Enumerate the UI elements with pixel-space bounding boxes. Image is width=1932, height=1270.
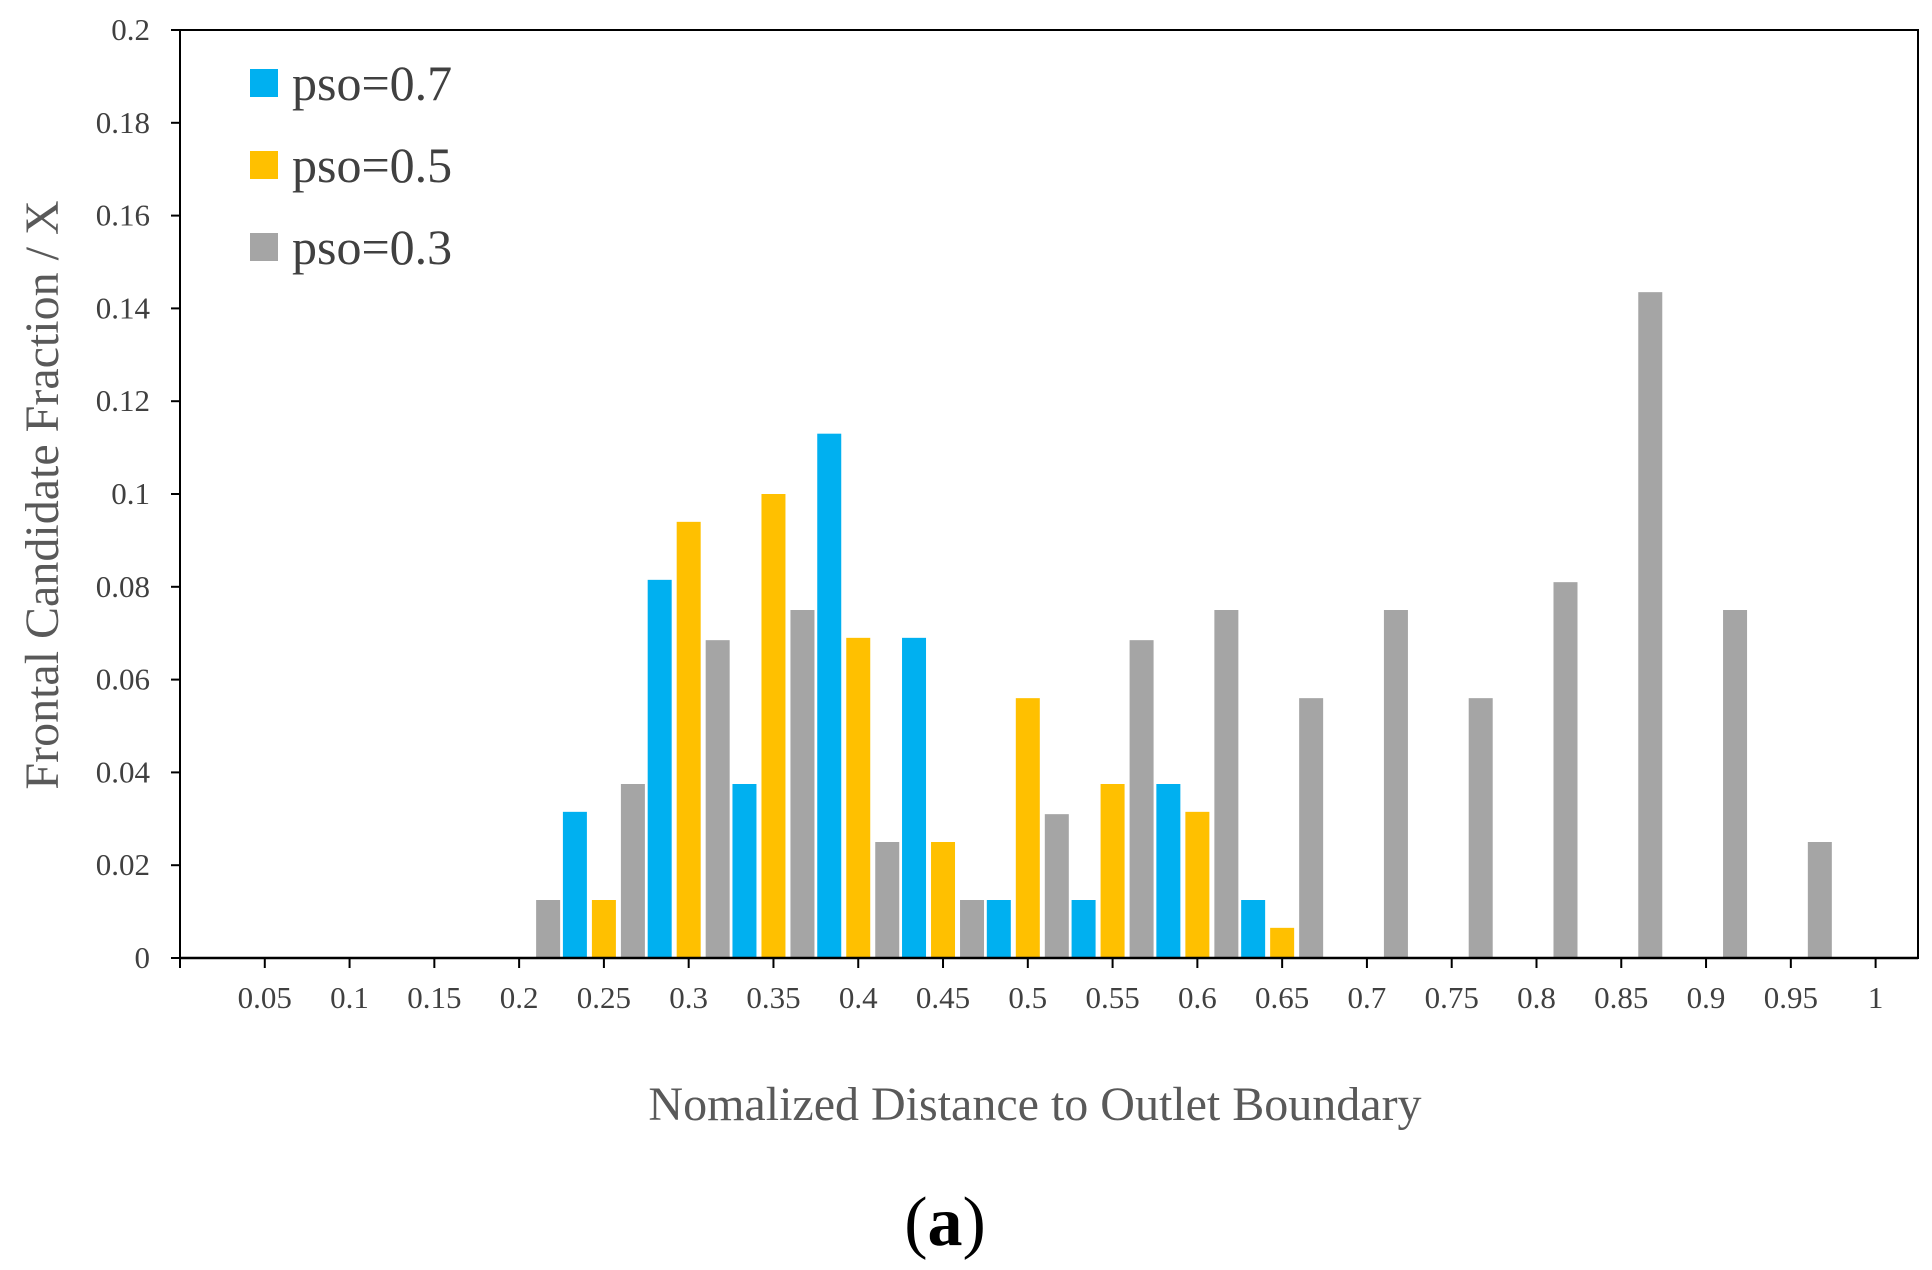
bar-pso-0-5-0.5 <box>1015 698 1040 958</box>
x-tick-label: 0.35 <box>746 980 800 1015</box>
x-tick-label: 0.75 <box>1425 980 1479 1015</box>
x-tick-label: 1 <box>1868 980 1884 1015</box>
bar-pso-0-3-0.3 <box>705 640 730 958</box>
x-tick-label: 0.7 <box>1348 980 1387 1015</box>
x-tick-label: 0.25 <box>577 980 631 1015</box>
panel-label-close: ) <box>963 1184 986 1261</box>
x-tick-label: 0.8 <box>1517 980 1556 1015</box>
bar-pso-0-7-0.5 <box>986 900 1011 958</box>
bar-pso-0-5-0.55 <box>1100 784 1125 958</box>
bar-pso-0-5-0.65 <box>1270 927 1295 958</box>
bar-pso-0-7-0.65 <box>1241 900 1266 958</box>
x-tick-label: 0.15 <box>407 980 461 1015</box>
bar-pso-0-7-0.4 <box>817 433 842 958</box>
bars-layer <box>536 292 1832 958</box>
bar-pso-0-5-0.3 <box>676 521 701 958</box>
y-tick-label: 0.16 <box>96 198 150 233</box>
y-tick-label: 0.04 <box>96 754 151 789</box>
bar-pso-0-3-0.8 <box>1553 582 1578 958</box>
y-tick-label: 0.02 <box>96 847 150 882</box>
bar-pso-0-7-0.45 <box>902 637 927 958</box>
y-tick-label: 0 <box>135 940 151 975</box>
legend-label: pso=0.5 <box>292 137 452 193</box>
y-tick-label: 0.06 <box>96 662 150 697</box>
y-tick-label: 0.2 <box>111 12 150 47</box>
x-tick-label: 0.95 <box>1764 980 1818 1015</box>
x-tick-label: 0.2 <box>500 980 539 1015</box>
bar-pso-0-7-0.3 <box>647 579 672 958</box>
legend: pso=0.7 pso=0.5 pso=0.3 <box>250 55 452 275</box>
x-tick-label: 0.5 <box>1008 980 1047 1015</box>
x-axis-ticks: 0.05 0.1 0.15 0.2 0.25 0.3 0.35 0.4 0.45 0.5 0.55 0… <box>179 958 1884 1015</box>
bar-pso-0-7-0.35 <box>732 784 757 958</box>
legend-swatch <box>250 233 278 261</box>
legend-label: pso=0.3 <box>292 219 452 275</box>
bar-pso-0-3-0.75 <box>1468 698 1493 958</box>
x-tick-label: 0.05 <box>238 980 292 1015</box>
bar-pso-0-7-0.55 <box>1071 900 1096 958</box>
panel-label-letter: a <box>928 1184 963 1261</box>
y-tick-label: 0.18 <box>96 105 150 140</box>
bar-pso-0-3-0.65 <box>1299 698 1324 958</box>
x-tick-label: 0.45 <box>916 980 970 1015</box>
panel-label-open: ( <box>904 1184 927 1261</box>
bar-pso-0-5-0.6 <box>1185 811 1210 958</box>
bar-pso-0-3-0.9 <box>1723 610 1748 958</box>
panel-label: (a) <box>904 1184 986 1261</box>
x-tick-label: 0.65 <box>1255 980 1309 1015</box>
y-tick-label: 0.14 <box>96 290 151 325</box>
bar-pso-0-7-0.25 <box>562 811 587 958</box>
bar-pso-0-3-0.45 <box>960 900 985 958</box>
bar-pso-0-3-0.25 <box>620 784 645 958</box>
legend-swatch <box>250 69 278 97</box>
y-axis-ticks: 0 0.02 0.04 0.06 0.08 0.1 0.12 0.14 0.16 0.18 0.2 <box>96 12 180 975</box>
bar-pso-0-3-0.5 <box>1044 814 1069 958</box>
bar-pso-0-5-0.4 <box>846 637 871 958</box>
bar-pso-0-7-0.6 <box>1156 784 1181 958</box>
x-tick-label: 0.9 <box>1687 980 1726 1015</box>
bar-pso-0-5-0.25 <box>591 900 616 958</box>
bar-pso-0-3-0.35 <box>790 610 815 958</box>
bar-pso-0-3-0.2 <box>536 900 561 958</box>
legend-label: pso=0.7 <box>292 55 452 111</box>
bar-pso-0-5-0.45 <box>931 842 956 958</box>
x-tick-label: 0.1 <box>330 980 369 1015</box>
x-tick-label: 0.6 <box>1178 980 1217 1015</box>
bar-pso-0-3-0.7 <box>1383 610 1408 958</box>
bar-pso-0-3-0.4 <box>875 842 900 958</box>
y-tick-label: 0.08 <box>96 569 150 604</box>
bar-pso-0-3-0.85 <box>1638 292 1663 958</box>
bar-pso-0-5-0.35 <box>761 494 786 958</box>
x-tick-label: 0.55 <box>1085 980 1139 1015</box>
x-tick-label: 0.4 <box>839 980 878 1015</box>
x-tick-label: 0.3 <box>669 980 708 1015</box>
y-tick-label: 0.1 <box>111 476 150 511</box>
x-axis-title: Nomalized Distance to Outlet Boundary <box>648 1078 1421 1131</box>
x-tick-label: 0.85 <box>1594 980 1648 1015</box>
bar-pso-0-3-0.6 <box>1214 610 1239 958</box>
legend-swatch <box>250 151 278 179</box>
bar-pso-0-3-0.55 <box>1129 640 1154 958</box>
y-axis-title: Frontal Candidate Fraction / X <box>16 200 69 789</box>
y-tick-label: 0.12 <box>96 383 150 418</box>
bar-pso-0-3-0.95 <box>1807 842 1832 958</box>
